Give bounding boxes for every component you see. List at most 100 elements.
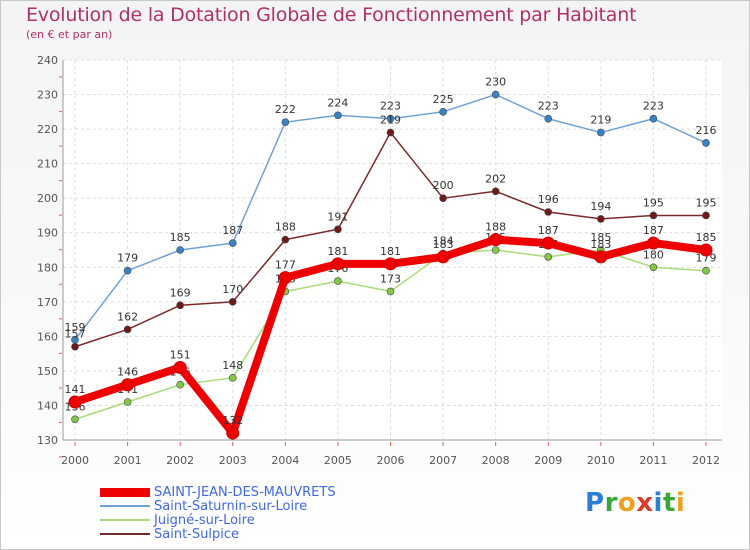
data-point: [334, 111, 342, 120]
data-label: 216: [696, 124, 717, 137]
data-label: 219: [590, 114, 611, 127]
y-tick-label: 220: [37, 123, 58, 136]
data-point: [649, 211, 658, 220]
data-label: 179: [117, 252, 138, 265]
data-label: 181: [327, 245, 348, 258]
data-label: 159: [65, 321, 86, 334]
y-tick-label: 240: [37, 54, 58, 67]
data-label: 170: [222, 283, 243, 296]
data-label: 223: [643, 100, 664, 113]
data-label: 157: [65, 328, 86, 341]
data-label: 223: [380, 100, 401, 113]
data-point: [491, 90, 500, 99]
data-point: [68, 395, 82, 409]
data-label: 187: [222, 224, 243, 237]
data-label: 173: [380, 272, 401, 285]
data-point: [281, 118, 290, 126]
data-label: 188: [485, 221, 506, 234]
x-tick-label: 2006: [377, 454, 405, 467]
data-point: [491, 187, 500, 196]
data-label: 141: [65, 383, 86, 396]
data-label: 200: [433, 179, 454, 192]
legend: SAINT-JEAN-DES-MAUVRETS Saint-Saturnin-s…: [100, 485, 336, 542]
data-label: 146: [117, 366, 138, 379]
data-point: [71, 342, 79, 351]
x-tick-label: 2012: [692, 454, 720, 467]
data-label: 196: [538, 193, 559, 206]
y-tick-label: 200: [37, 192, 58, 205]
data-label: 151: [170, 348, 191, 361]
x-tick-label: 2003: [219, 454, 247, 467]
data-point: [489, 233, 503, 247]
data-label: 195: [696, 196, 717, 209]
y-tick-label: 230: [37, 89, 58, 102]
data-label: 191: [327, 210, 348, 223]
data-point: [702, 266, 710, 275]
data-point: [541, 236, 555, 250]
y-tick-label: 160: [37, 330, 58, 343]
chart-subtitle: (en € et par an): [26, 28, 113, 41]
y-tick-label: 150: [37, 365, 58, 378]
data-label: 180: [643, 248, 664, 261]
data-point: [228, 239, 237, 247]
legend-item-saint-jean[interactable]: SAINT-JEAN-DES-MAUVRETS: [100, 485, 336, 500]
legend-label: Saint-Saturnin-sur-Loire: [154, 498, 308, 514]
data-point: [226, 426, 240, 440]
data-label: 179: [696, 252, 717, 265]
data-point: [123, 325, 132, 334]
data-label: 185: [170, 231, 191, 244]
data-point: [649, 263, 658, 272]
data-label: 181: [380, 245, 401, 258]
legend-item-saint-saturnin[interactable]: Saint-Saturnin-sur-Loire: [100, 498, 336, 514]
data-point: [228, 374, 237, 382]
legend-item-saint-sulpice[interactable]: Saint-Sulpice: [100, 526, 336, 542]
x-tick-label: 2001: [114, 454, 142, 467]
data-point: [123, 398, 132, 406]
x-tick-label: 2008: [482, 454, 510, 467]
legend-label: Saint-Sulpice: [154, 526, 239, 542]
data-point: [278, 271, 292, 285]
y-tick-label: 190: [37, 227, 58, 240]
data-point: [334, 277, 342, 285]
x-tick-label: 2007: [429, 454, 457, 467]
data-label: 195: [643, 196, 664, 209]
data-label: 188: [275, 221, 296, 234]
data-point: [281, 235, 290, 244]
data-label: 222: [275, 103, 296, 116]
data-label: 187: [538, 224, 559, 237]
data-label: 162: [117, 310, 138, 323]
data-point: [597, 128, 605, 137]
data-point: [594, 250, 608, 264]
x-tick-label: 2009: [534, 454, 562, 467]
data-point: [436, 250, 450, 264]
data-point: [649, 114, 658, 123]
data-point: [386, 114, 395, 123]
data-point: [702, 139, 710, 147]
data-point: [123, 266, 132, 275]
data-point: [699, 243, 713, 257]
data-label: 177: [275, 259, 296, 272]
data-label: 224: [327, 96, 348, 109]
data-point: [439, 108, 447, 116]
data-point: [386, 128, 395, 137]
legend-swatch-saint-jean: [100, 487, 150, 497]
data-label: 187: [643, 224, 664, 237]
data-label: 183: [433, 238, 454, 251]
data-point: [439, 194, 447, 202]
data-label: 185: [696, 231, 717, 244]
data-label: 132: [222, 414, 243, 427]
data-point: [176, 246, 184, 254]
data-point: [71, 415, 79, 424]
data-label: 169: [170, 286, 191, 299]
y-tick-label: 140: [37, 399, 58, 412]
y-tick-label: 130: [37, 434, 58, 447]
data-point: [386, 287, 395, 296]
y-tick-label: 170: [37, 296, 58, 309]
x-tick-label: 2002: [166, 454, 194, 467]
data-point: [176, 301, 184, 310]
legend-item-juigne[interactable]: Juigné-sur-Loire: [100, 512, 336, 528]
data-label: 148: [222, 359, 243, 372]
legend-label: Juigné-sur-Loire: [154, 512, 255, 528]
data-label: 194: [590, 200, 611, 213]
